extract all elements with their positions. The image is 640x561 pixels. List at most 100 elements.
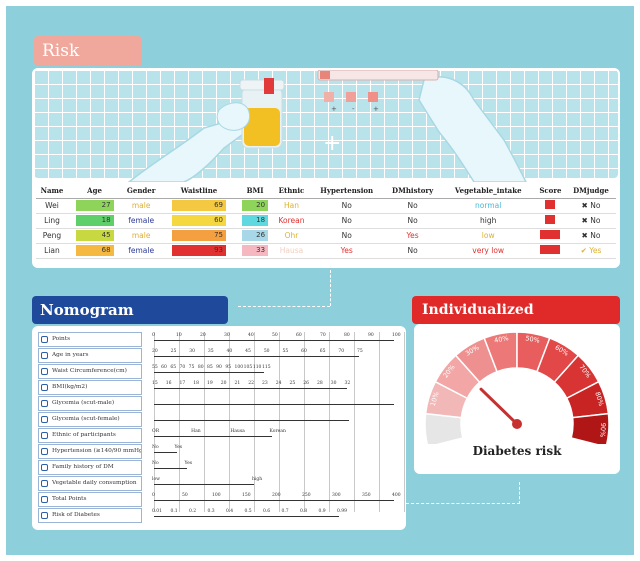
nomogram-axis xyxy=(154,468,187,469)
tick-label: 150 xyxy=(242,493,251,498)
gridline xyxy=(304,332,305,512)
tick-label: 75 xyxy=(188,365,195,370)
tick-label: 35 xyxy=(207,349,214,354)
cell-vegetable: high xyxy=(441,213,535,229)
tick-label: 80 xyxy=(344,333,350,338)
tick-label: 26 xyxy=(303,381,309,386)
nomogram-label-text: Points xyxy=(52,336,71,342)
tick-label: 90 xyxy=(368,333,374,338)
risk-factors-panel: + - + + Name Age Gender Waistline BMI Et… xyxy=(32,68,620,268)
nomogram-label-text: Risk of Diabetes xyxy=(52,512,100,518)
risk-gauge: 10%20%30%40% 50%60%70%80%90% xyxy=(424,331,610,448)
tick-label: 100 xyxy=(234,365,244,370)
cell-gender: female xyxy=(121,213,162,229)
cell-hypertension: No xyxy=(309,198,384,214)
waist-value: 75 xyxy=(172,230,227,241)
tick-label: 28 xyxy=(317,381,323,386)
risk-table: Name Age Gender Waistline BMI Ethnic Hyp… xyxy=(36,184,616,259)
tick-label: low xyxy=(152,477,161,482)
col-dmhistory: DMhistory xyxy=(383,184,442,199)
nomogram-panel: Points 0 10 20 30 40 50 60 70 80 90 100 Age in years… xyxy=(32,326,406,530)
table-row: Lian 68 female 93 33 Hausa Yes No very low ✔ Yes xyxy=(36,243,616,259)
tick-label: 70 xyxy=(320,333,326,338)
table-row: Ling 18 female 60 18 Korean No No high ✖ No xyxy=(36,213,616,229)
cell-score xyxy=(534,198,566,214)
tick-label: 70 xyxy=(338,349,345,354)
tick-label: Hausa xyxy=(230,429,245,434)
tick-label: 19 xyxy=(207,381,213,386)
nomogram-label-text: Family history of DM xyxy=(52,464,114,470)
cell-waist: 60 xyxy=(161,213,237,229)
col-gender: Gender xyxy=(121,184,162,199)
nomogram-label: Glycemia (scut-female) xyxy=(38,412,142,427)
nomogram-label: Age in years xyxy=(38,348,142,363)
cell-dmhistory: No xyxy=(383,213,442,229)
nomogram-row: Glycemia (scut-female) xyxy=(38,412,402,427)
bmi-value: 33 xyxy=(242,245,269,256)
col-hypertension: Hypertension xyxy=(309,184,384,199)
nomogram-label-text: Glycemia (scut-male) xyxy=(52,400,115,406)
tick-label: 60 xyxy=(161,365,167,370)
col-dmjudge: DMjudge xyxy=(565,184,616,199)
cell-gender: male xyxy=(121,198,162,214)
cell-gender: female xyxy=(121,243,162,259)
gauge-label: 40% xyxy=(494,334,510,344)
nomogram-axis xyxy=(154,452,177,453)
tick-label: 20 xyxy=(200,333,206,338)
cell-ethnic: Korean xyxy=(273,213,310,229)
judge-value: No xyxy=(590,201,601,210)
nomogram-label: Risk of Diabetes xyxy=(38,508,142,523)
tick-label: 50 xyxy=(263,349,270,354)
tick-label: 300 xyxy=(332,493,341,498)
nomogram-label-text: Hypertension (≥140/90 mmHg) xyxy=(52,448,142,454)
variable-icon xyxy=(41,400,48,407)
cell-bmi: 33 xyxy=(236,243,274,259)
tick-label: 0.5 xyxy=(244,509,252,514)
col-name: Name xyxy=(36,184,68,199)
tick-label: 10 xyxy=(176,333,182,338)
tick-label: 100 xyxy=(212,493,221,498)
nomogram-label-text: BMI(kg/m2) xyxy=(52,384,88,390)
tick-label: 110 xyxy=(252,365,262,370)
waist-value: 69 xyxy=(172,200,227,211)
score-bar xyxy=(545,215,556,224)
nomogram-row: Family history of DM No Yes xyxy=(38,460,402,475)
tick-label: 55 xyxy=(152,365,158,370)
tick-label: No xyxy=(152,445,159,450)
variable-icon xyxy=(41,464,48,471)
tick-label: 0.7 xyxy=(281,509,289,514)
cell-score xyxy=(534,213,566,229)
nomogram-label-text: Total Points xyxy=(52,496,87,502)
tick-label: 30 xyxy=(189,349,195,354)
tick-label: 40 xyxy=(248,333,254,338)
nomogram-label: Points xyxy=(38,332,142,347)
tick-label: 0.01 xyxy=(152,509,163,514)
gauge-caption: Diabetes risk xyxy=(472,444,562,458)
cell-dmhistory: Yes xyxy=(383,228,442,244)
tick-label: 100 xyxy=(392,333,401,338)
tick-label: 65 xyxy=(319,349,326,354)
tick-label: 20 xyxy=(152,349,158,354)
urine-test-illustration: + - + + xyxy=(126,69,528,183)
gridline xyxy=(254,332,255,512)
tick-label: 70 xyxy=(179,365,186,370)
nomogram-axis xyxy=(154,420,349,421)
tick-label: 18 xyxy=(193,381,199,386)
gauge-label: 90% xyxy=(598,422,607,437)
nomogram-label-text: Glycemia (scut-female) xyxy=(52,416,120,422)
gauge-segment xyxy=(570,412,610,448)
cell-ethnic: Ohr xyxy=(273,228,310,244)
nomogram-label-text: Waist Circumference(cm) xyxy=(52,368,127,374)
nomogram-label: BMI(kg/m2) xyxy=(38,380,142,395)
nomogram-axis xyxy=(154,340,394,341)
tick-label: 50 xyxy=(182,493,188,498)
variable-icon xyxy=(41,416,48,423)
cell-gender: male xyxy=(121,228,162,244)
tick-label: 60 xyxy=(296,333,302,338)
tick-label: 50 xyxy=(272,333,278,338)
tick-label: 21 xyxy=(234,381,241,386)
table-row: Peng 45 male 75 26 Ohr No Yes low ✖ No xyxy=(36,228,616,244)
nomogram-axis xyxy=(154,436,272,437)
judge-value: No xyxy=(590,216,601,225)
